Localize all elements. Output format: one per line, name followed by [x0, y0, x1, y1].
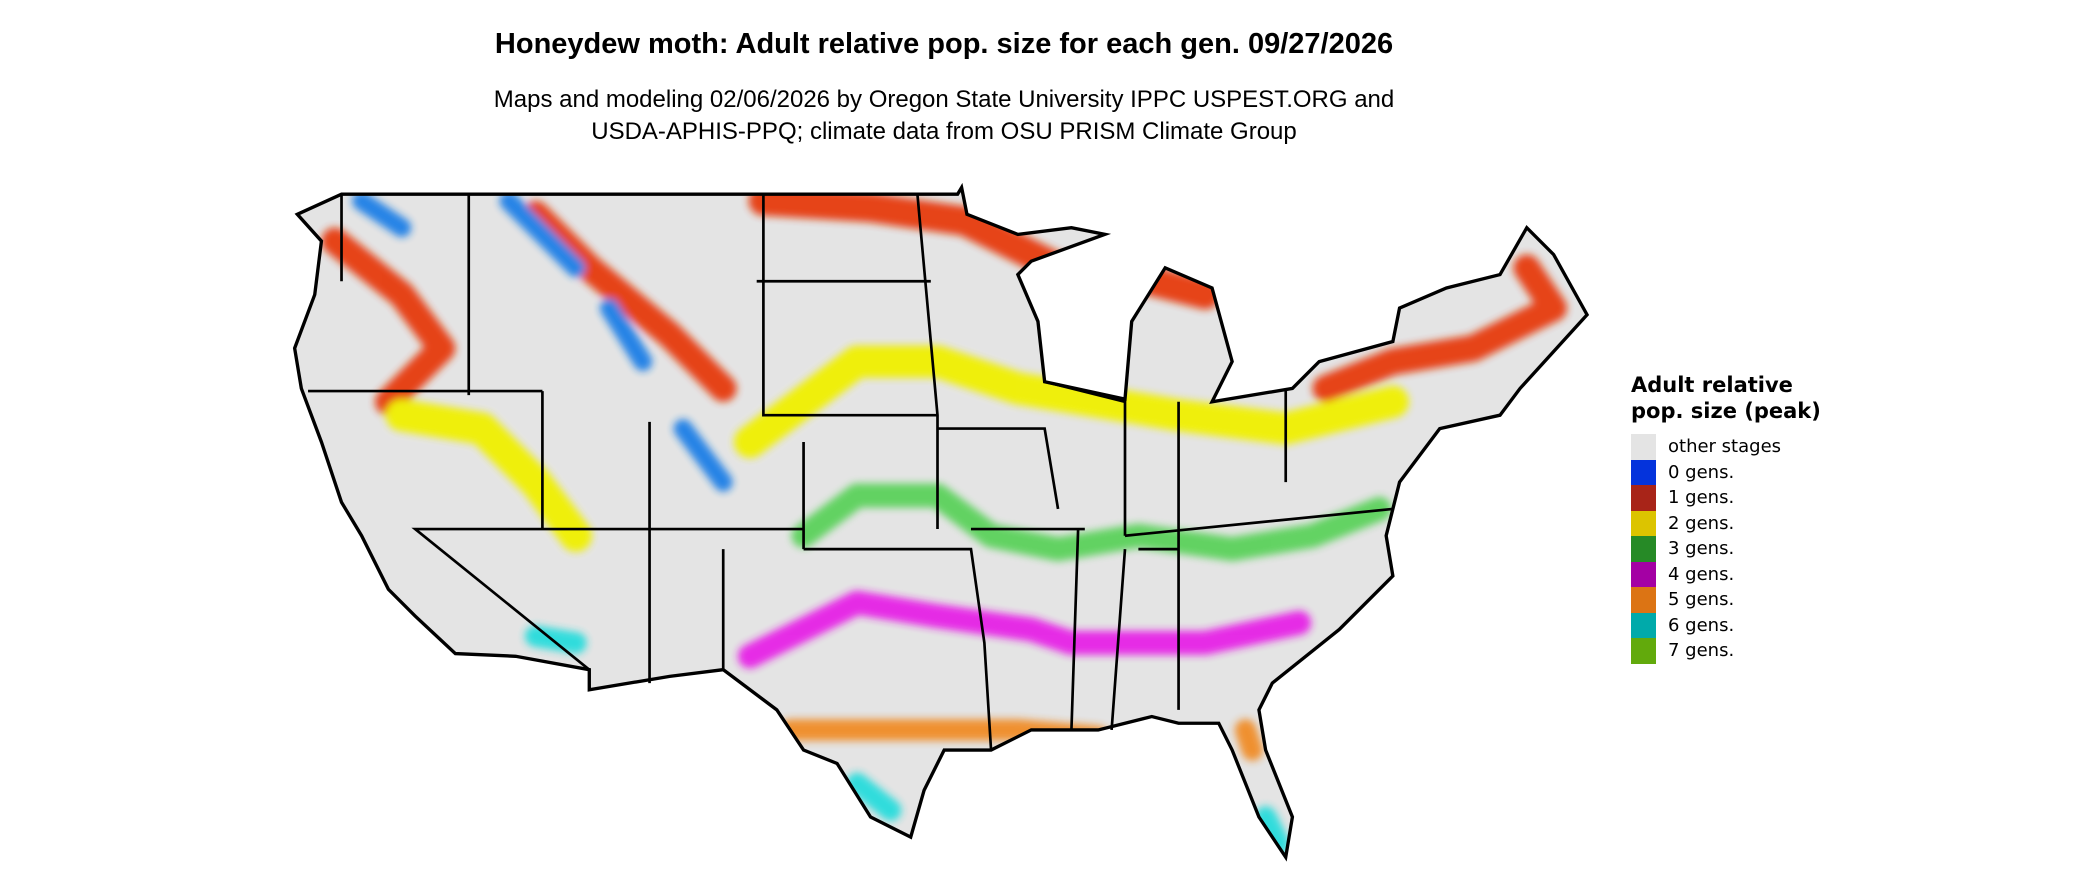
legend-item: 1 gens.: [1631, 485, 1851, 511]
legend-item: 7 gens.: [1631, 638, 1851, 664]
legend-swatch: [1631, 434, 1656, 460]
legend-label: 6 gens.: [1668, 614, 1735, 636]
legend-label: other stages: [1668, 436, 1782, 458]
legend-item: 2 gens.: [1631, 510, 1851, 536]
legend-swatch: [1631, 536, 1656, 562]
legend-item: other stages: [1631, 434, 1851, 460]
legend-swatch: [1631, 587, 1656, 613]
legend-swatch: [1631, 459, 1656, 485]
legend-label: 0 gens.: [1668, 461, 1735, 483]
legend-label: 2 gens.: [1668, 512, 1735, 534]
band-6-gen: [525, 625, 1290, 855]
legend-label: 1 gens.: [1668, 487, 1735, 509]
legend-label: 7 gens.: [1668, 640, 1735, 662]
legend-item: 0 gens.: [1631, 459, 1851, 485]
state-borders: [308, 194, 1393, 751]
legend-item: 4 gens.: [1631, 561, 1851, 587]
legend-swatch: [1631, 561, 1656, 587]
legend-label: 3 gens.: [1668, 538, 1735, 560]
legend-items: other stages 0 gens. 1 gens. 2 gens. 3 gens.…: [1631, 434, 1851, 664]
band-2-gen: [385, 345, 1409, 552]
subtitle-line-1: Maps and modeling 02/06/2026 by Oregon S…: [493, 86, 1395, 113]
legend-item: 3 gens.: [1631, 536, 1851, 562]
legend-item: 6 gens.: [1631, 612, 1851, 638]
legend-swatch: [1631, 485, 1656, 511]
legend-item: 5 gens.: [1631, 587, 1851, 613]
legend-swatch: [1631, 612, 1656, 638]
legend-label: 4 gens.: [1668, 563, 1735, 585]
band-0-gen: [352, 191, 733, 492]
map-land: [292, 185, 1589, 859]
band-4-gen: [737, 590, 1312, 669]
legend: Adult relative pop. size (peak) other st…: [1631, 372, 1851, 664]
map-title: Honeydew moth: Adult relative pop. size …: [494, 28, 1394, 60]
legend-title: Adult relative pop. size (peak): [1631, 373, 1821, 423]
subtitle-line-2: USDA-APHIS-PPQ; climate data from OSU PR…: [591, 118, 1297, 145]
band-3-gen: [791, 483, 1392, 562]
map-subtitle: Maps and modeling 02/06/2026 by Oregon S…: [0, 84, 1888, 148]
legend-label: 5 gens.: [1668, 589, 1735, 611]
band-1-gen-west: [321, 200, 1567, 416]
legend-swatch: [1631, 638, 1656, 664]
legend-swatch: [1631, 510, 1656, 536]
